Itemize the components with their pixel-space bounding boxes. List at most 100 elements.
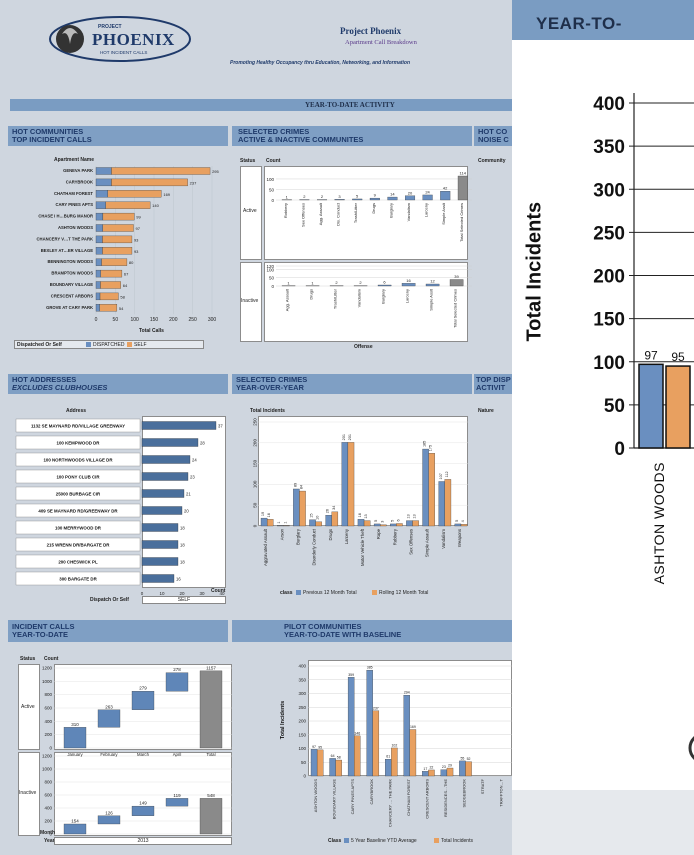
yoy-legend-prev: Previous 12 Month Total (303, 590, 357, 596)
x-tick-label: 20 (179, 591, 185, 596)
x-tick-label: 0 (141, 591, 144, 596)
bar (315, 521, 322, 527)
data-label: 20 (184, 509, 189, 514)
bar-dispatched (95, 269, 101, 278)
y-tick-label: 50 (269, 276, 275, 281)
y-tick-label: 50 (253, 502, 258, 508)
legend-box (14, 340, 204, 349)
category-label: ASHTON WOODS (313, 779, 318, 813)
active-plot-area (264, 166, 468, 260)
address-cell (15, 418, 141, 433)
category-label: Rape (376, 528, 381, 539)
legend-self: SELF (134, 342, 147, 348)
ic-year-value: 2013 (54, 837, 232, 845)
data-label: 24 (425, 189, 430, 194)
bar (457, 175, 468, 201)
bar (141, 506, 183, 515)
data-label: 23 (442, 765, 446, 769)
category-label: Simple Asslt (441, 202, 446, 225)
data-label: 13 (413, 514, 417, 518)
bar-self (111, 178, 188, 187)
bar (385, 759, 392, 777)
y-tick-label: 150 (253, 459, 258, 467)
category-label: BOUNDARY VILLAGE (50, 282, 93, 287)
bar (347, 677, 355, 777)
bar (354, 735, 361, 777)
pilot-legend-baseline: 5 Year Baseline YTD Average (351, 838, 417, 844)
address-header: Address (66, 408, 87, 414)
data-label: 54 (119, 306, 124, 311)
address-label: 1132 SE MAYNARD RD/VILLAGE GREENWAY (31, 424, 125, 429)
data-label: 97 (644, 348, 658, 362)
bar (260, 517, 268, 527)
category-label: Dis. Conduct (336, 202, 341, 226)
data-label: 21 (186, 492, 191, 497)
bar-self (101, 258, 128, 266)
category-label: BOUNDARY VILLAGE (332, 779, 337, 820)
bar (347, 442, 355, 527)
data-label: 548 (207, 793, 215, 798)
legend-dispatched: DISPATCHED (93, 342, 125, 348)
logo-sub-text: HOT INCIDENT CALLS (100, 50, 148, 55)
y-tick-label: 800 (44, 780, 52, 785)
category-label: TRAFFTON…T (499, 778, 504, 806)
phoenix-logo-icon (49, 16, 191, 62)
bar (331, 511, 339, 527)
data-label: 55 (460, 756, 464, 760)
x-tick-label: 300 (208, 317, 217, 323)
category-label: Total Selected Crimes (452, 289, 457, 328)
dashboard: PROJECT PHOENIX HOT INCIDENT CALLS Proje… (0, 0, 512, 855)
address-label: 300 BARGATE DR (59, 577, 97, 582)
y-tick-label: 1000 (42, 767, 53, 772)
category-label: Agg. Assault (318, 202, 323, 225)
pilot-legend-title: Class (328, 838, 342, 844)
pilot-communities-title: PILOT COMMUNITIES YEAR-TO-DATE WITH BASEL… (284, 622, 402, 639)
bar-dispatched (95, 281, 101, 289)
data-label: 2 (335, 280, 338, 285)
bar (391, 747, 398, 777)
data-label: 201 (342, 434, 346, 440)
y-axis-label: Total Incidents (280, 701, 286, 739)
address-label: 215 WRENN DR/BARGATE DR (47, 543, 111, 548)
address-label: 100 MERRYWOOD DR (55, 526, 102, 531)
y-tick-label: 800 (44, 692, 52, 697)
pilot-communities-chart: 0 50 100 150 200 250 300 350 400 Total Incidents 9… (272, 650, 512, 850)
y-tick-label: 600 (44, 793, 52, 798)
yoy-legend-swatch-roll (372, 590, 377, 595)
data-label: 19 (261, 512, 265, 516)
bar (165, 672, 189, 692)
section-strip (8, 374, 228, 394)
category-label: GENEVA PARK (63, 168, 93, 173)
data-label: 237 (190, 180, 197, 185)
category-label: Larceny (344, 528, 349, 544)
ic-year-label: Year (44, 838, 55, 844)
category-label: Burglary (380, 289, 385, 304)
x-tick-label: 0 (95, 317, 98, 323)
data-label: 3 (380, 521, 384, 523)
data-label: 114 (460, 171, 467, 176)
data-label: 18 (180, 543, 185, 548)
bar (440, 191, 451, 201)
bar (373, 523, 381, 527)
y-tick-label: 100 (266, 267, 274, 272)
y-tick-label: 0 (271, 284, 274, 289)
address-cell (15, 537, 141, 552)
data-label: 149 (139, 801, 147, 806)
data-label: 23 (190, 475, 195, 480)
bar-dispatched (95, 292, 101, 301)
category-label: BEXLEY AT…ER VILLAGE (41, 248, 93, 253)
data-label: 64 (331, 754, 335, 758)
data-label: 52 (467, 757, 471, 761)
community-header: Community (478, 158, 506, 164)
y-tick-label: 1200 (42, 666, 53, 671)
month-label: March (137, 752, 150, 757)
data-label: 97 (136, 226, 141, 231)
data-label: 6 (396, 519, 400, 521)
bar (465, 761, 472, 777)
data-label: 175 (429, 445, 433, 451)
bar-dispatched (95, 201, 106, 209)
data-label: 385 (367, 666, 373, 670)
bar (165, 798, 189, 807)
data-label: 278 (173, 667, 181, 672)
